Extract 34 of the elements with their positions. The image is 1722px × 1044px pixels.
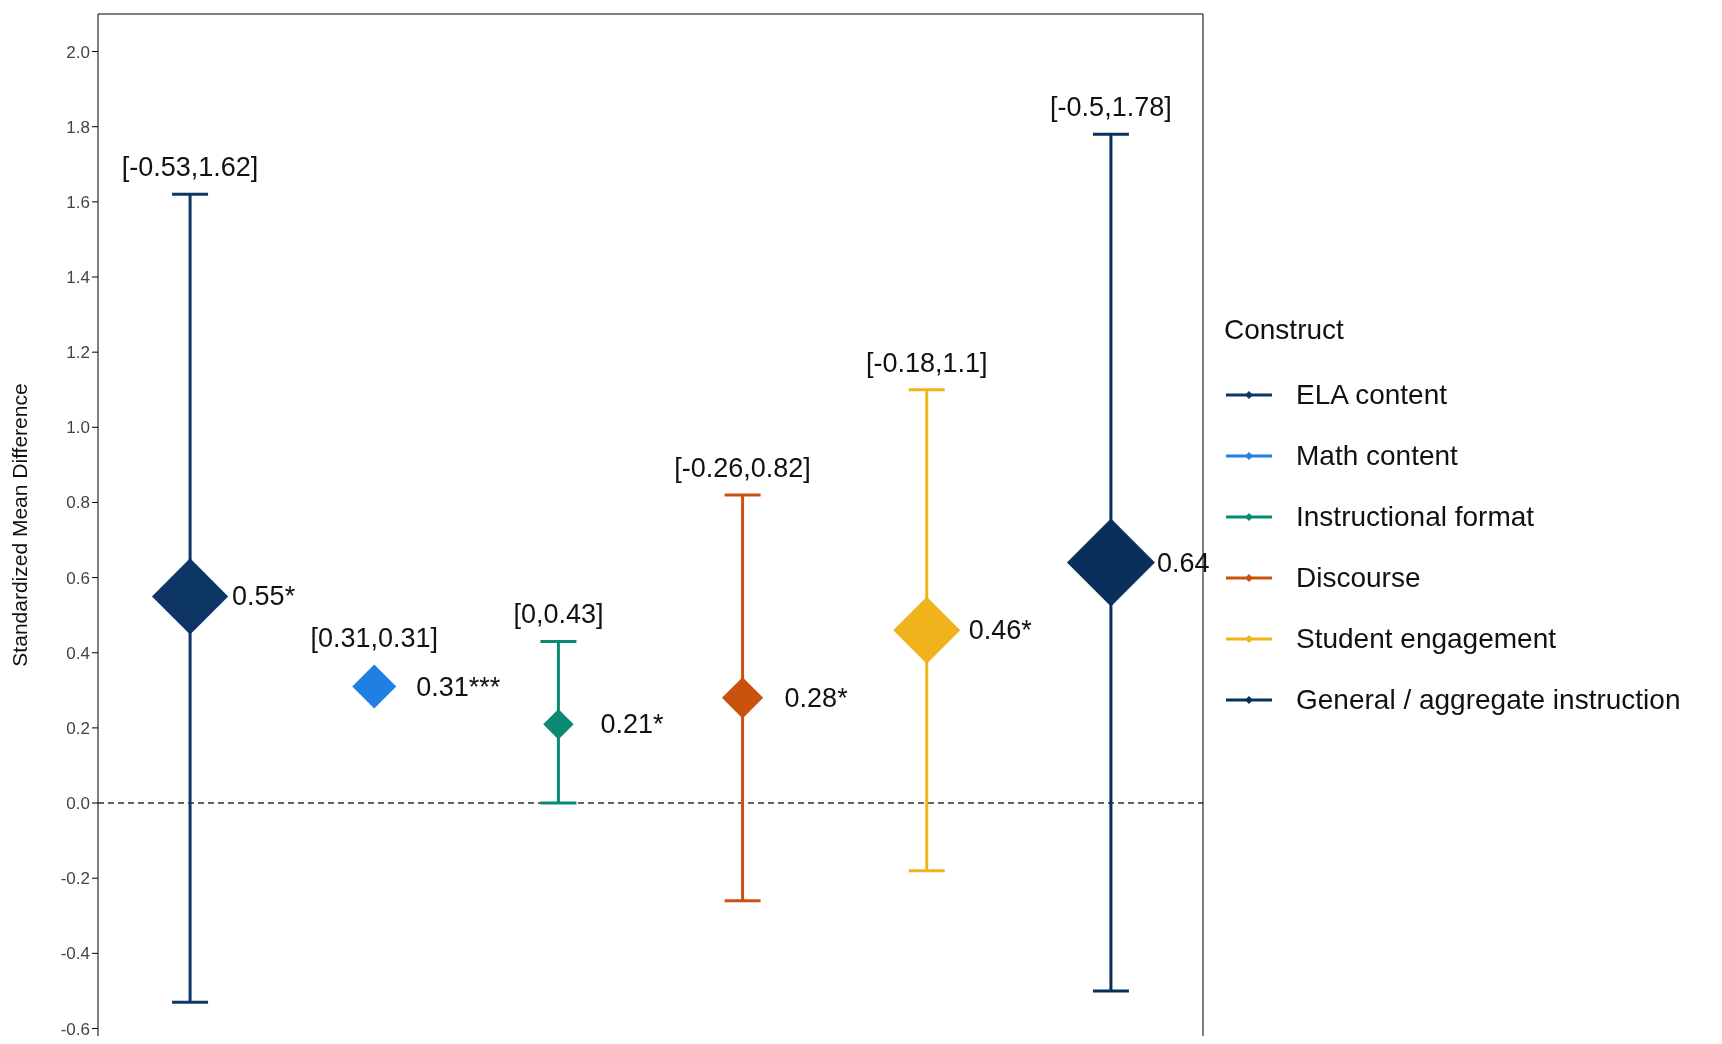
y-tick-label: 1.2 — [66, 343, 90, 363]
data-label: 0.31*** — [416, 671, 501, 702]
data-label: 0.21* — [600, 709, 664, 740]
data-label: 0.64 — [1156, 547, 1210, 578]
y-tick-label: 0.6 — [66, 568, 90, 588]
annotation: [-0.53,1.62] — [121, 152, 259, 183]
y-tick-label: 1.6 — [66, 192, 90, 212]
y-tick-label: 1.8 — [66, 117, 90, 137]
y-tick-label: 1.4 — [66, 268, 90, 288]
y-tick-label: -0.6 — [60, 1019, 90, 1039]
legend-title: Construct — [1224, 314, 1345, 346]
annotation: [-0.5,1.78] — [1050, 92, 1172, 123]
data-label: 0.55* — [232, 581, 296, 612]
legend-label: ELA content — [1296, 378, 1448, 411]
legend-label: Math content — [1296, 439, 1458, 472]
annotation: [0.31,0.31] — [310, 622, 439, 653]
y-tick-label: 2.0 — [66, 42, 90, 62]
legend-label: Instructional format — [1296, 500, 1535, 533]
y-tick-label: 0.2 — [66, 718, 90, 738]
data-label: 0.28* — [784, 682, 849, 713]
data-label: 0.46* — [968, 615, 1033, 646]
annotation: [-0.26,0.82] — [674, 452, 811, 483]
y-tick-label: 1.0 — [66, 418, 90, 438]
y-tick-label: -0.2 — [60, 869, 90, 889]
y-tick-label: 0.4 — [66, 643, 90, 663]
y-tick-label: 0.0 — [66, 794, 90, 814]
annotation: [0,0.43] — [513, 599, 604, 630]
legend-label: Student engagement — [1296, 622, 1556, 655]
y-tick-label: -0.4 — [60, 944, 90, 964]
y-tick-label: 0.8 — [66, 493, 90, 513]
y-axis-title: Standardized Mean Difference — [8, 383, 32, 667]
legend-label: Discourse — [1296, 561, 1421, 594]
legend-label: General / aggregate instruction — [1296, 683, 1681, 716]
annotation: [-0.18,1.1] — [865, 347, 988, 378]
